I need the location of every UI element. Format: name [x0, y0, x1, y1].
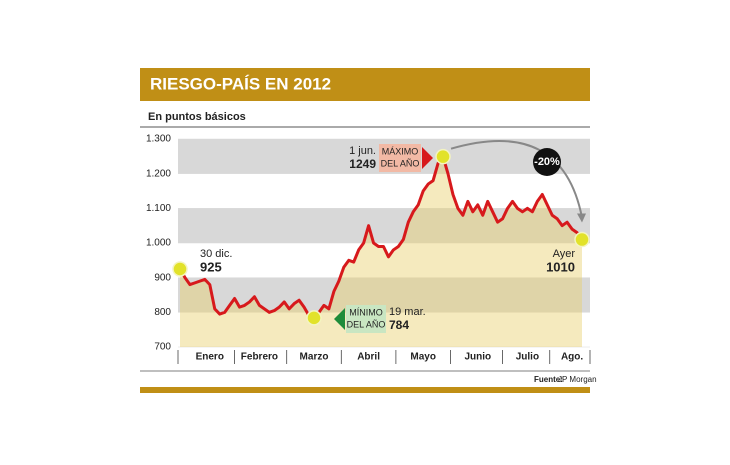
annotation-label: MÁXIMO — [382, 146, 419, 156]
highlight-marker — [306, 310, 322, 326]
footer-bar — [140, 387, 590, 393]
y-tick-label: 1.300 — [146, 134, 171, 145]
plot: 1.300 1.200 1.100 1.000 900 800 700 Enero Febrer… — [146, 134, 591, 364]
x-tick-label: Febrero — [241, 352, 278, 363]
y-tick-label: 700 — [154, 342, 171, 353]
change-label: -20% — [534, 156, 560, 168]
x-tick-label: Julio — [516, 352, 539, 363]
data-label: 1010 — [546, 259, 575, 274]
y-tick-label: 900 — [154, 272, 171, 283]
x-tick-label: Junio — [464, 352, 491, 363]
data-label: 784 — [389, 318, 409, 332]
max-box — [379, 144, 421, 172]
annotation-date: 1 jun. — [349, 145, 376, 157]
x-tick-label: Mayo — [410, 352, 436, 363]
arrow-head — [577, 213, 586, 223]
highlight-marker — [435, 148, 451, 165]
x-tick-label: Ago. — [561, 352, 583, 363]
line — [178, 155, 584, 320]
y-tick-label: 1.000 — [146, 238, 171, 249]
highlight-marker — [574, 231, 590, 248]
subtitle: En puntos básicos — [148, 111, 246, 123]
annotation-label: DEL AÑO — [381, 158, 420, 168]
annotation-date: 19 mar. — [389, 306, 426, 318]
change-badge — [533, 148, 561, 176]
y-tick-label: 800 — [154, 307, 171, 318]
max-pointer — [422, 147, 433, 169]
annotation-date: Ayer — [553, 248, 576, 260]
annotation-label: MÍNIMO — [349, 307, 383, 317]
x-tick-label: Enero — [196, 352, 224, 363]
annotation-date: 30 dic. — [200, 248, 232, 260]
grid-band — [178, 173, 590, 209]
min-box — [346, 305, 386, 333]
annotation-label: DEL AÑO — [347, 319, 386, 329]
y-tick-label: 1.200 — [146, 168, 171, 179]
x-tick-label: Abril — [357, 352, 380, 363]
y-tick-label: 1.100 — [146, 203, 171, 214]
header-bar — [140, 68, 590, 101]
highlight-marker — [172, 261, 188, 277]
grid-band — [178, 208, 590, 243]
change-arrow — [450, 140, 583, 218]
chart-title: RIESGO-PAÍS EN 2012 — [150, 74, 331, 93]
data-label: 1249 — [349, 157, 376, 171]
source-label: Fuente: — [534, 375, 563, 384]
data-label: 925 — [200, 259, 222, 274]
x-tick-label: Marzo — [300, 352, 329, 363]
min-pointer — [334, 308, 345, 330]
area — [180, 156, 582, 347]
source: JP Morgan — [558, 375, 597, 384]
